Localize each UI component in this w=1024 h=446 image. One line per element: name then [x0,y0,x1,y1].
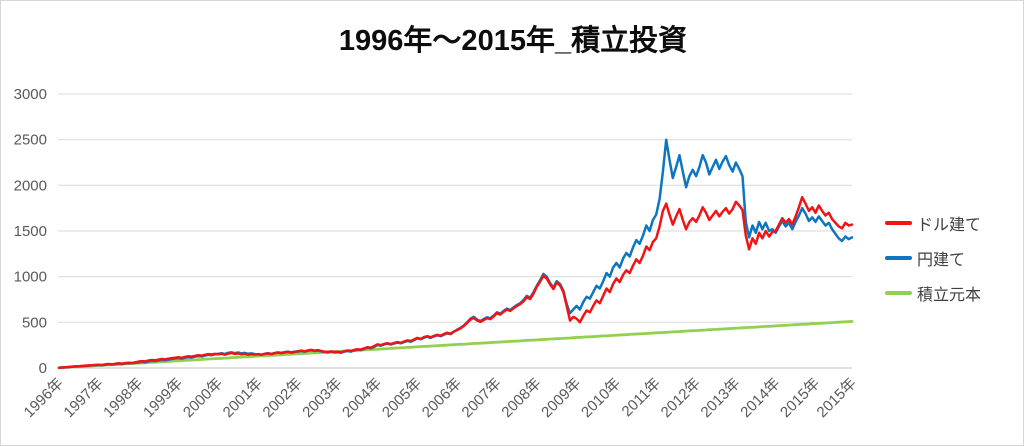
y-axis-tick-label: 2500 [14,132,47,149]
x-axis-tick-label: 2013年 [698,375,744,421]
x-axis-tick-label: 2015年 [814,375,860,421]
y-axis-tick-label: 1500 [14,223,47,240]
y-axis-tick-label: 2000 [14,177,47,194]
chart-title: 1996年～2015年_積立投資 [338,25,688,57]
x-axis-tick-label: 1996年 [21,375,67,421]
y-axis-tick-label: 3000 [14,86,47,103]
legend-item-dollar: ドル建て [885,205,1023,240]
x-axis-tick-label: 2009年 [538,375,584,421]
y-axis-tick-label: 500 [22,314,47,331]
legend-label-dollar: ドル建て [917,216,982,234]
x-axis-tick-label: 2015年 [777,375,823,421]
x-axis-tick-label: 2006年 [419,375,465,421]
x-axis-tick-label: 2005年 [379,375,425,421]
legend-swatch-yen [885,255,912,260]
x-axis-tick-label: 2000年 [180,375,226,421]
x-axis-tick-label: 2002年 [260,375,306,421]
y-axis-tick-label: 0 [39,360,47,377]
x-axis-tick-label: 2014年 [737,375,783,421]
series-line-dollar [57,195,854,370]
x-axis-tick-label: 2012年 [658,375,704,421]
y-axis-tick-label: 1000 [14,269,47,286]
legend-swatch-principal [885,290,912,295]
x-axis-tick-label: 1998年 [100,375,146,421]
x-axis-tick-label: 2010年 [578,375,624,421]
x-axis-tick-label: 2011年 [619,375,664,420]
legend-label-principal: 積立元本 [917,286,982,304]
series-line-yen [57,138,854,370]
legend-swatch-dollar [885,220,912,225]
x-axis-tick-label: 2008年 [498,375,544,421]
x-axis-tick-label: 1997年 [60,375,106,421]
legend-item-principal: 積立元本 [885,275,1023,310]
legend-label-yen: 円建て [917,251,966,269]
series-line-principal [57,319,854,370]
legend-item-yen: 円建て [885,240,1023,275]
x-axis-tick-label: 2007年 [459,375,505,421]
legend: ドル建て 円建て 積立元本 [885,205,1023,310]
x-axis-tick-label: 2004年 [339,375,385,421]
x-axis-tick-label: 1999年 [140,375,186,421]
x-axis-tick-label: 2001年 [220,375,266,421]
x-axis-tick-label: 2003年 [299,375,345,421]
